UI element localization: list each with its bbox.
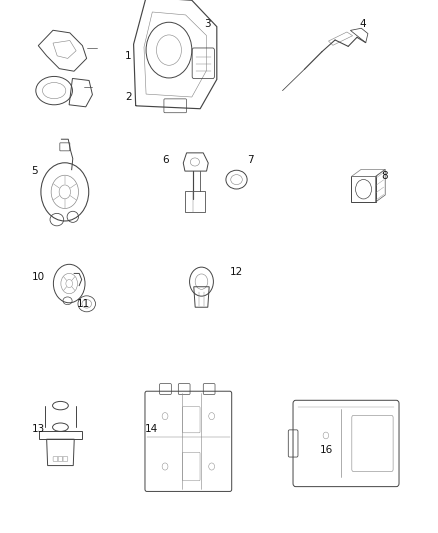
Text: 3: 3 — [204, 19, 210, 29]
Text: 14: 14 — [145, 424, 158, 434]
Text: 7: 7 — [247, 155, 254, 165]
Text: 16: 16 — [320, 446, 333, 455]
Text: 6: 6 — [162, 155, 169, 165]
Text: 4: 4 — [359, 19, 366, 29]
Text: 10: 10 — [32, 272, 45, 282]
Text: 8: 8 — [381, 171, 388, 181]
Text: 1: 1 — [125, 51, 131, 61]
Text: 13: 13 — [32, 424, 45, 434]
Text: 11: 11 — [77, 299, 90, 309]
Text: 2: 2 — [125, 92, 131, 102]
Text: 5: 5 — [32, 166, 38, 175]
Text: 12: 12 — [230, 267, 243, 277]
